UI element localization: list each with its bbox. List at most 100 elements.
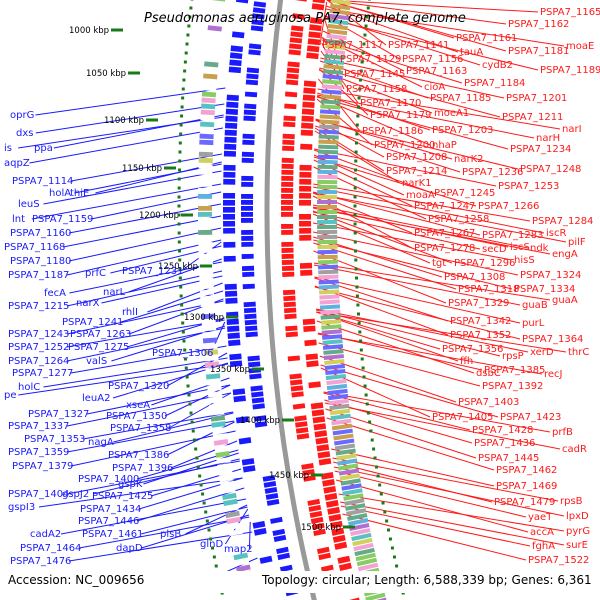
feature-tracks — [198, 0, 387, 600]
cog-category-block — [319, 289, 340, 295]
forward-connector — [336, 479, 529, 533]
cog-category-block — [321, 324, 342, 330]
scale-label: 1150 kbp — [122, 164, 162, 174]
gene-label-reverse: PSPA7_1241 — [62, 317, 123, 328]
forward-gene-block — [316, 444, 330, 452]
reverse-gene-block — [251, 397, 265, 404]
gene-label-reverse: prfC — [85, 268, 106, 279]
reverse-gene-block — [234, 10, 247, 18]
reverse-connector — [35, 103, 225, 134]
reverse-gene-block — [226, 94, 239, 101]
cog-category-block — [317, 264, 339, 270]
cog-category-block — [232, 546, 247, 555]
forward-gene-block — [296, 433, 310, 440]
reverse-gene-block — [254, 0, 267, 2]
forward-gene-block — [299, 262, 313, 269]
forward-gene-block — [328, 594, 341, 600]
reverse-gene-block — [223, 262, 237, 269]
reverse-gene-block — [223, 157, 236, 164]
reverse-gene-block — [241, 205, 254, 211]
forward-gene-block — [312, 416, 326, 424]
scale-dash — [186, 33, 190, 37]
cog-category-block — [206, 31, 222, 38]
forward-gene-block — [281, 217, 294, 223]
length-label: Length: — [374, 573, 420, 587]
reverse-connector — [82, 411, 234, 440]
scale-dash — [189, 411, 193, 415]
gene-label-forward: PSPA7_1324 — [520, 270, 581, 281]
reverse-gene-block — [257, 439, 270, 446]
cog-category-block — [320, 309, 341, 315]
reverse-connector — [92, 458, 240, 495]
forward-gene-block — [317, 451, 331, 459]
scale-dash — [184, 51, 188, 55]
cog-category-block — [227, 522, 243, 531]
forward-gene-block — [318, 458, 332, 466]
scale-dash — [199, 483, 203, 487]
forward-connector — [326, 0, 507, 52]
cog-category-block — [326, 383, 348, 391]
gene-label-reverse: PSPA7_1446 — [78, 516, 139, 527]
scale-dash — [178, 267, 182, 271]
length-value: 6,588,339 bp — [423, 573, 504, 587]
cog-category-block — [207, 25, 222, 32]
scale-dash — [195, 456, 199, 460]
cog-category-block — [323, 354, 345, 360]
reverse-gene-block — [236, 423, 250, 431]
scale-label: 1250 kbp — [158, 262, 198, 272]
scale-dash — [211, 546, 215, 550]
cog-category-block — [199, 145, 214, 152]
gene-label-forward: ndk — [530, 243, 549, 254]
forward-gene-block — [300, 276, 313, 283]
forward-connector — [316, 311, 567, 353]
forward-connector — [320, 364, 499, 418]
gene-label-forward: PSPA7_1200 — [374, 140, 435, 151]
reverse-gene-block — [252, 520, 266, 529]
scale-label: 1300 kbp — [184, 313, 224, 323]
reverse-gene-block — [246, 73, 259, 80]
cog-category-block — [209, 409, 225, 416]
gene-label-reverse: PSPA7_1396 — [112, 463, 173, 474]
reverse-gene-block — [253, 415, 267, 422]
forward-gene-block — [281, 163, 294, 169]
cog-category-block — [326, 33, 347, 41]
cog-category-block — [224, 504, 239, 513]
cog-category-block — [317, 204, 338, 210]
reverse-gene-block — [230, 367, 243, 375]
scale-dash — [191, 429, 195, 433]
forward-gene-block — [315, 437, 329, 445]
forward-gene-block — [304, 346, 318, 354]
reverse-gene-block — [228, 73, 241, 81]
cog-category-block — [226, 516, 241, 525]
gene-label-reverse: holA — [49, 188, 71, 199]
cog-category-block — [200, 301, 215, 308]
cog-category-block — [319, 109, 341, 115]
forward-connector — [313, 250, 447, 304]
gene-label-forward: PSPA7_1248 — [520, 164, 581, 175]
reverse-gene-block — [227, 80, 240, 88]
reverse-gene-block — [223, 199, 236, 206]
gene-label-reverse: oprG — [10, 110, 34, 121]
scale-dash — [353, 222, 357, 226]
forward-connector — [318, 342, 481, 387]
cog-category-block — [327, 393, 349, 401]
scale-dash — [184, 366, 188, 370]
gene-label-forward: PSPA7_1184 — [464, 78, 525, 89]
cog-category-block — [199, 139, 214, 146]
cog-category-block — [319, 294, 340, 300]
scale-dash — [198, 474, 202, 478]
gene-label-forward: PSPA7_1253 — [498, 181, 559, 192]
genome-footer: Accession: NC_009656 Topology: circular;… — [0, 571, 600, 593]
scale-dash — [188, 15, 192, 19]
scale-dash — [356, 303, 360, 307]
reverse-gene-block — [242, 289, 256, 296]
reverse-gene-block — [238, 437, 252, 445]
gene-label-forward: PSPA7_1403 — [458, 397, 519, 408]
gene-label-forward: guaA — [552, 295, 578, 306]
forward-gene-block — [349, 597, 360, 600]
scale-dash — [204, 510, 208, 514]
reverse-gene-block — [241, 253, 254, 259]
forward-connector — [319, 67, 501, 118]
forward-gene-block — [315, 540, 329, 549]
cog-category-block — [201, 325, 217, 332]
